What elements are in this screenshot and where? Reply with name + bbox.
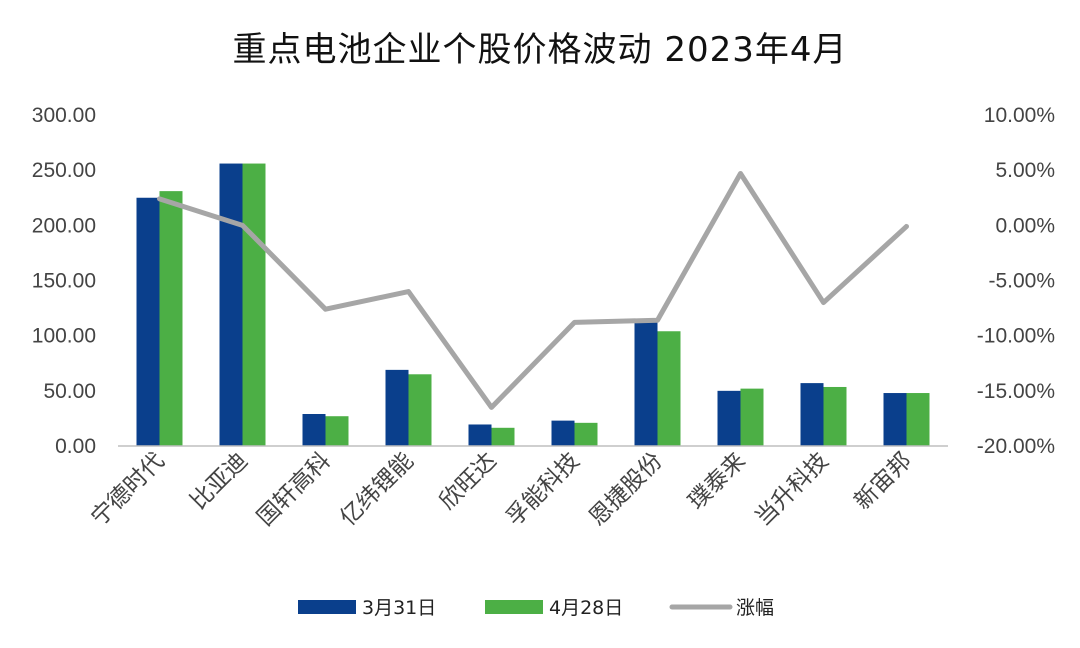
left-tick-label: 50.00 [43,380,96,403]
bar-mar31 [717,390,741,446]
bar-apr28 [574,422,598,446]
category-labels: 宁德时代 比亚迪 国轩高科 亿纬锂能 欣旺达 孚能科技 恩捷股份 璞泰来 当升科技 新宙邦 [86,448,916,531]
left-tick-label: 200.00 [32,214,96,237]
category-label: 国轩高科 [252,448,335,531]
bar-apr28 [740,388,764,446]
bar-apr28 [242,163,266,446]
left-tick-label: 0.00 [55,435,96,458]
right-tick-label: 5.00% [995,159,1055,182]
bar-apr28 [823,386,847,446]
legend: 3月31日 4月28日 涨幅 [298,597,774,619]
bar-mar31 [468,424,492,446]
category-label: 恩捷股份 [584,448,667,531]
legend-swatch [485,600,543,614]
bar-mar31 [634,321,658,446]
bar-mar31 [883,393,907,446]
change-line [157,170,909,410]
category-label: 宁德时代 [86,448,169,531]
right-tick-label: -10.00% [977,325,1055,348]
line-series [157,170,909,410]
bar-mar31 [302,414,326,446]
right-tick-label: -15.00% [977,380,1055,403]
right-axis-ticks: -20.00% -15.00% -10.00% -5.00% 0.00% 5.00% 10.… [977,104,1055,458]
category-label: 当升科技 [750,448,833,531]
bar-apr28 [159,191,183,446]
bar-mar31 [800,383,824,446]
bar-mar31 [385,369,409,446]
category-label: 欣旺达 [435,448,502,515]
chart-title: 重点电池企业个股价格波动 2023年4月 [232,30,848,70]
legend-label: 3月31日 [362,597,436,619]
legend-label: 4月28日 [549,597,623,619]
category-label: 比亚迪 [186,448,253,515]
legend-label: 涨幅 [736,597,774,619]
right-tick-label: 10.00% [984,104,1055,127]
category-label: 新宙邦 [850,448,917,515]
right-tick-label: -20.00% [977,435,1055,458]
bar-apr28 [325,416,349,446]
left-axis-ticks: 0.00 50.00 100.00 150.00 200.00 250.00 300.00 [32,104,96,458]
left-tick-label: 150.00 [32,270,96,293]
legend-swatch [298,600,356,614]
bar-apr28 [906,393,930,446]
bar-mar31 [551,420,575,446]
bar-mar31 [136,197,160,446]
bar-series [136,163,930,446]
category-label: 孚能科技 [501,448,584,531]
left-tick-label: 300.00 [32,104,96,127]
right-tick-label: 0.00% [995,214,1055,237]
right-tick-label: -5.00% [988,270,1055,293]
bar-apr28 [408,374,432,446]
left-tick-label: 100.00 [32,325,96,348]
bar-mar31 [219,163,243,446]
left-tick-label: 250.00 [32,159,96,182]
category-label: 亿纬锂能 [335,448,418,531]
category-label: 璞泰来 [684,448,751,515]
bar-apr28 [491,427,515,446]
bar-apr28 [657,331,681,446]
